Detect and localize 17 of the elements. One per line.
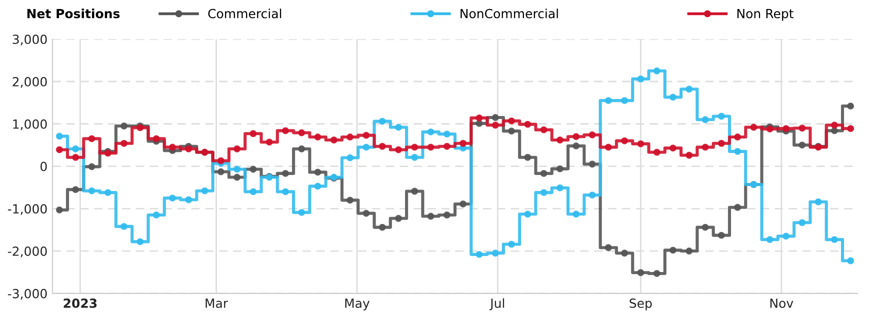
y-tick-label: 1,000 [13, 119, 47, 130]
y-tick-label: -3,000 [8, 288, 47, 300]
x-tick-label: 2023 [64, 298, 97, 308]
x-tick-label: Mar [206, 298, 228, 308]
y-tick-label: 2,000 [12, 76, 47, 88]
y-tick-label: 3,000 [12, 34, 47, 46]
legend-title: Net Positions [27, 8, 120, 18]
x-tick-label: Sep [630, 298, 652, 310]
x-tick-label: May [345, 298, 370, 310]
x-tick-label: Nov [770, 298, 794, 308]
y-tick-label: -2,000 [8, 246, 47, 258]
legend-label: Non Rept [737, 9, 794, 21]
x-tick-label: Jul [489, 298, 504, 310]
legend-label: Commercial [208, 8, 282, 18]
y-tick-label: -1,000 [8, 204, 47, 215]
legend-label: NonCommercial [460, 8, 558, 18]
y-tick-label: 0 [40, 162, 47, 172]
